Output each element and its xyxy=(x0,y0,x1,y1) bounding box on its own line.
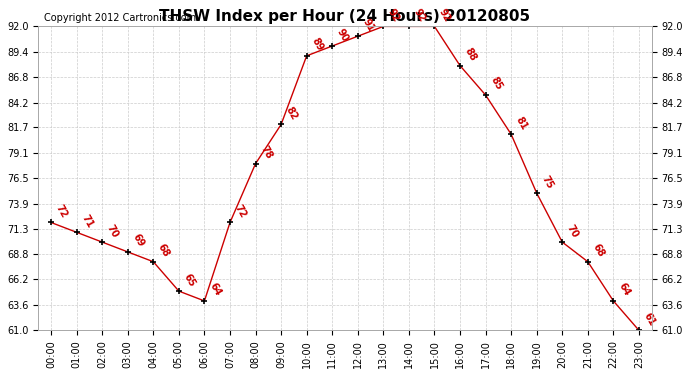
Text: 78: 78 xyxy=(258,144,274,161)
Text: 92: 92 xyxy=(437,7,453,24)
Text: 70: 70 xyxy=(565,223,580,239)
Text: 64: 64 xyxy=(207,282,223,298)
Text: 91: 91 xyxy=(361,17,376,33)
Text: 85: 85 xyxy=(489,75,504,92)
Text: 69: 69 xyxy=(130,232,146,249)
Text: 71: 71 xyxy=(79,213,95,230)
Text: 64: 64 xyxy=(616,282,631,298)
Text: 65: 65 xyxy=(181,272,197,288)
Text: 89: 89 xyxy=(309,36,325,53)
Text: 81: 81 xyxy=(514,115,529,132)
Text: 68: 68 xyxy=(591,242,606,259)
Text: 88: 88 xyxy=(463,46,478,63)
Text: 92: 92 xyxy=(386,7,402,24)
Text: 61: 61 xyxy=(642,311,657,327)
Text: 90: 90 xyxy=(335,27,351,43)
Text: 72: 72 xyxy=(233,203,248,220)
Text: 82: 82 xyxy=(284,105,299,122)
Text: 92: 92 xyxy=(412,7,427,24)
Text: 70: 70 xyxy=(105,223,120,239)
Text: Copyright 2012 Cartronics.com: Copyright 2012 Cartronics.com xyxy=(44,13,197,23)
Text: 75: 75 xyxy=(540,174,555,190)
Text: 68: 68 xyxy=(156,242,172,259)
Text: 72: 72 xyxy=(54,203,69,220)
Title: THSW Index per Hour (24 Hours) 20120805: THSW Index per Hour (24 Hours) 20120805 xyxy=(159,9,531,24)
